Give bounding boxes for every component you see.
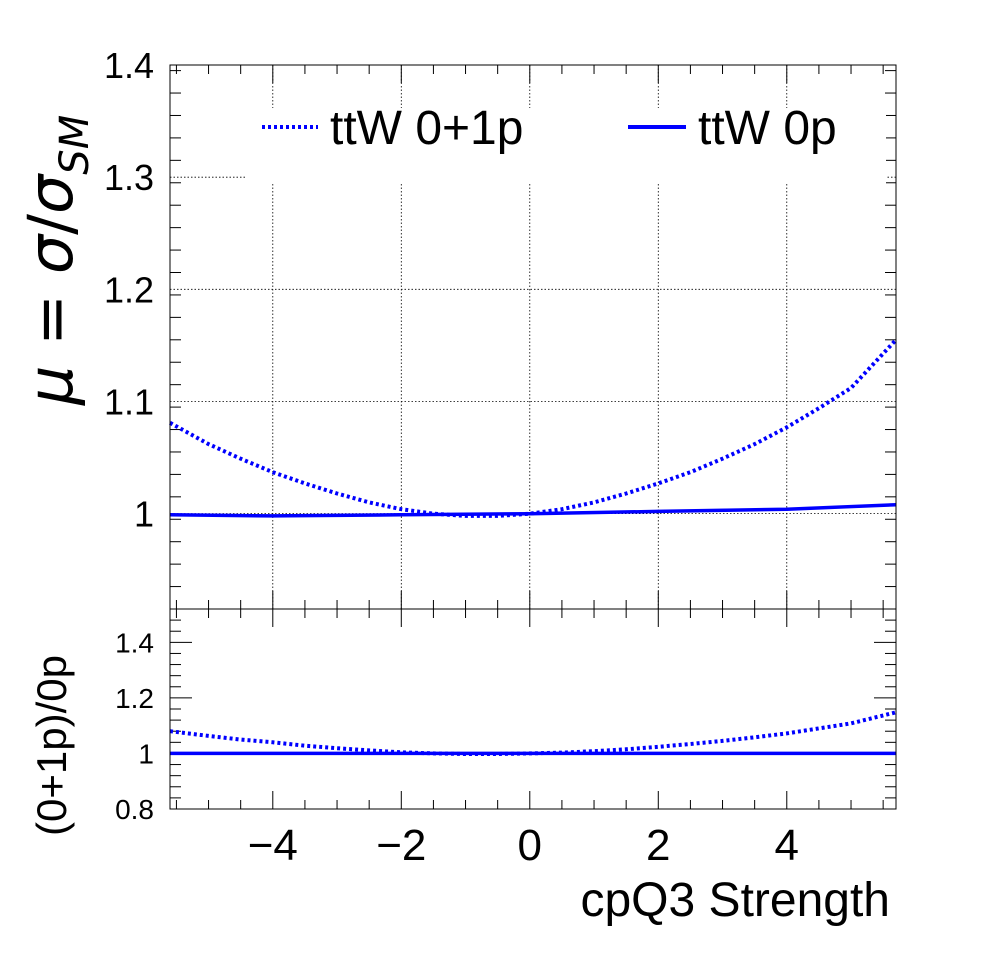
- ylabel-sigma-sm: σ: [14, 173, 87, 214]
- ratio-plot-frame: [169, 608, 897, 810]
- ratio-series: [169, 710, 897, 756]
- ylabel-mu: μ: [14, 366, 87, 406]
- main-ytick-labels: 1 1.1 1.2 1.3 1.4: [104, 45, 154, 535]
- ratio-ytick-labels: 0.8 1 1.2 1.4: [115, 627, 154, 825]
- ylabel-slash: /: [14, 214, 87, 235]
- main-panel: 11.11.21.31.4 ttW 0+1p ttW 0p μ = σ/σSM: [14, 45, 898, 610]
- x-tick-labels: −4 −2 0 2 4: [248, 821, 799, 870]
- ratio-panel: 0.8 1 1.2 1.4 −4 −2 0 2 4 (0+1p)/0p cpQ3 Streng…: [28, 608, 897, 927]
- main-series-0p-line: [169, 502, 897, 518]
- ylabel-sigma: σ: [14, 233, 87, 274]
- x-tick-label-1: −2: [376, 821, 426, 870]
- ratio-ytick-label-1: 1: [138, 738, 154, 769]
- ratio-series-0-1p-line: [169, 710, 897, 756]
- main-ytick-label-1: 1.1: [104, 381, 154, 422]
- main-ytick-label-3: 1.3: [104, 157, 154, 198]
- x-tick-label-0: −4: [248, 821, 298, 870]
- ylabel-equals: =: [14, 274, 87, 365]
- x-axis-title: cpQ3 Strength: [580, 874, 890, 927]
- ylabel-subscript: SM: [52, 115, 98, 175]
- main-series: [169, 338, 898, 518]
- ratio-ytick-label-0: 0.8: [115, 794, 154, 825]
- ratio-y-axis-title: (0+1p)/0p: [28, 655, 75, 836]
- main-ytick-label-4: 1.4: [104, 45, 154, 86]
- x-tick-label-2: 0: [518, 821, 542, 870]
- x-tick-label-3: 2: [646, 821, 670, 870]
- x-tick-label-4: 4: [775, 821, 799, 870]
- main-y-axis-title: μ = σ/σSM: [14, 115, 98, 406]
- main-series-0-1p-line: [169, 338, 898, 518]
- main-ticks: [170, 65, 896, 610]
- main-ytick-label-0: 1: [134, 494, 154, 535]
- svg-text:μ = σ/σSM: μ = σ/σSM: [14, 115, 98, 406]
- legend-label-0-1p: ttW 0+1p: [330, 102, 523, 155]
- ratio-ticks: [170, 608, 896, 810]
- legend-background: [246, 108, 886, 184]
- ratio-ytick-label-3: 1.4: [115, 627, 154, 658]
- legend-label-0p: ttW 0p: [698, 102, 837, 155]
- legend: ttW 0+1p ttW 0p: [246, 102, 886, 184]
- ratio-ytick-label-2: 1.2: [115, 683, 154, 714]
- main-ytick-label-2: 1.2: [104, 269, 154, 310]
